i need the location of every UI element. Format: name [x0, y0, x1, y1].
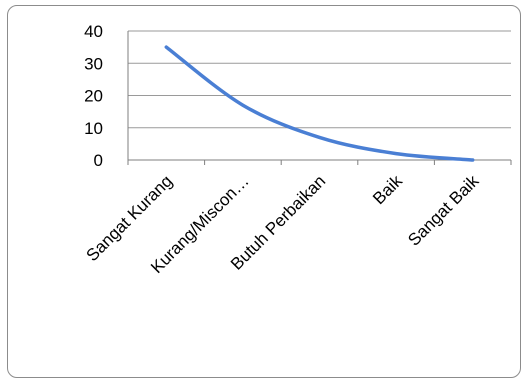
series-layer: [164, 45, 475, 162]
y-tick-label: 10: [84, 119, 103, 138]
x-category-label: Sangat Baik: [404, 171, 483, 250]
y-tick-label: 30: [84, 54, 103, 73]
chart-frame: [7, 5, 521, 378]
y-axis: 0 10 20 30 40: [84, 22, 129, 170]
y-tick-label: 40: [84, 22, 103, 41]
x-category-label: Baik: [369, 171, 406, 208]
gridlines: [128, 30, 511, 161]
series-line: [164, 45, 475, 162]
y-tick-label: 0: [94, 151, 103, 170]
y-tick-label: 20: [84, 87, 103, 106]
